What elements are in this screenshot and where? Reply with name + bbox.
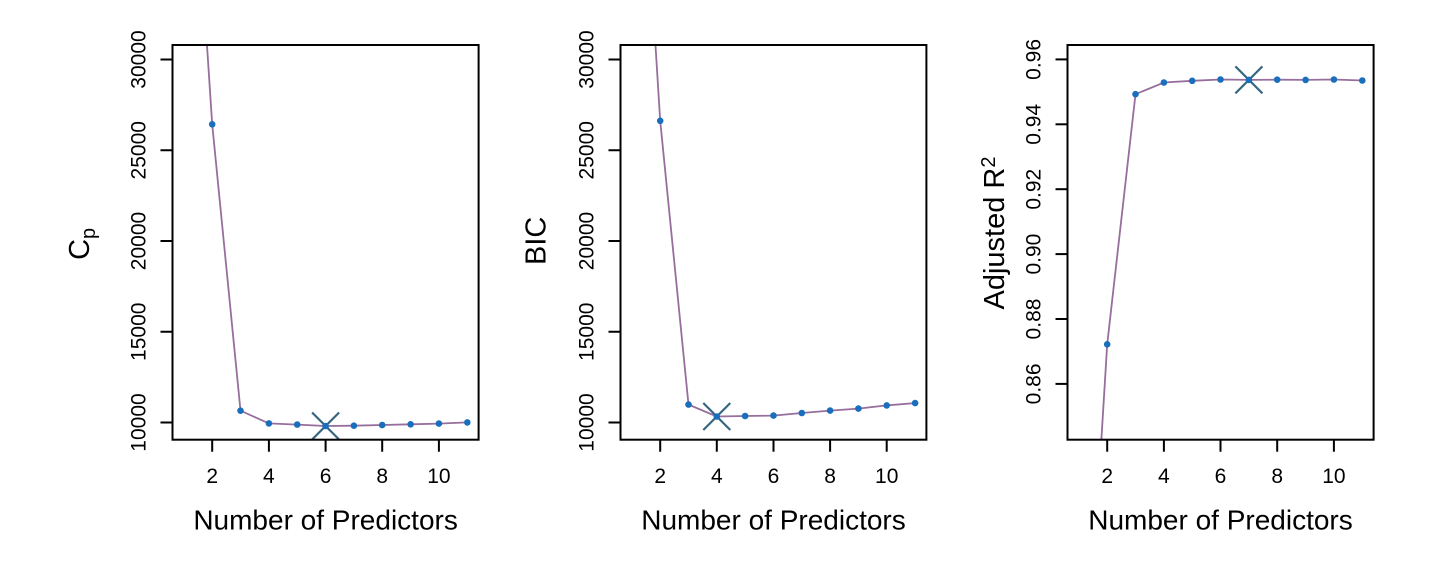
svg-text:30000: 30000 <box>576 30 599 88</box>
svg-text:10000: 10000 <box>576 393 599 451</box>
svg-text:0.92: 0.92 <box>1023 169 1046 210</box>
svg-text:Cp: Cp <box>64 228 100 260</box>
svg-text:0.86: 0.86 <box>1023 363 1046 404</box>
svg-text:Number of Predictors: Number of Predictors <box>193 505 458 536</box>
svg-text:6: 6 <box>1215 465 1227 488</box>
svg-text:0.90: 0.90 <box>1023 234 1046 275</box>
svg-text:Number of Predictors: Number of Predictors <box>1088 505 1353 536</box>
svg-text:6: 6 <box>320 465 332 488</box>
svg-text:10: 10 <box>875 465 898 488</box>
svg-text:8: 8 <box>376 465 388 488</box>
svg-text:20000: 20000 <box>128 212 151 270</box>
svg-text:4: 4 <box>711 465 723 488</box>
svg-text:Number of Predictors: Number of Predictors <box>641 505 906 536</box>
svg-text:2: 2 <box>206 465 218 488</box>
svg-text:15000: 15000 <box>128 303 151 361</box>
svg-text:0.88: 0.88 <box>1023 299 1046 340</box>
svg-text:0.96: 0.96 <box>1023 39 1046 80</box>
svg-text:Adjusted R2: Adjusted R2 <box>978 157 1011 310</box>
svg-text:0.94: 0.94 <box>1023 104 1046 145</box>
svg-text:4: 4 <box>1158 465 1170 488</box>
svg-text:6: 6 <box>768 465 780 488</box>
svg-text:10000: 10000 <box>128 393 151 451</box>
svg-text:15000: 15000 <box>576 303 599 361</box>
svg-text:BIC: BIC <box>520 217 552 265</box>
svg-text:20000: 20000 <box>576 212 599 270</box>
svg-text:10: 10 <box>1322 465 1345 488</box>
svg-text:25000: 25000 <box>576 121 599 179</box>
svg-text:2: 2 <box>654 465 666 488</box>
svg-text:2: 2 <box>1101 465 1113 488</box>
svg-text:8: 8 <box>824 465 836 488</box>
svg-text:30000: 30000 <box>128 30 151 88</box>
svg-text:25000: 25000 <box>128 121 151 179</box>
svg-text:4: 4 <box>263 465 275 488</box>
svg-text:10: 10 <box>427 465 450 488</box>
svg-text:8: 8 <box>1271 465 1283 488</box>
